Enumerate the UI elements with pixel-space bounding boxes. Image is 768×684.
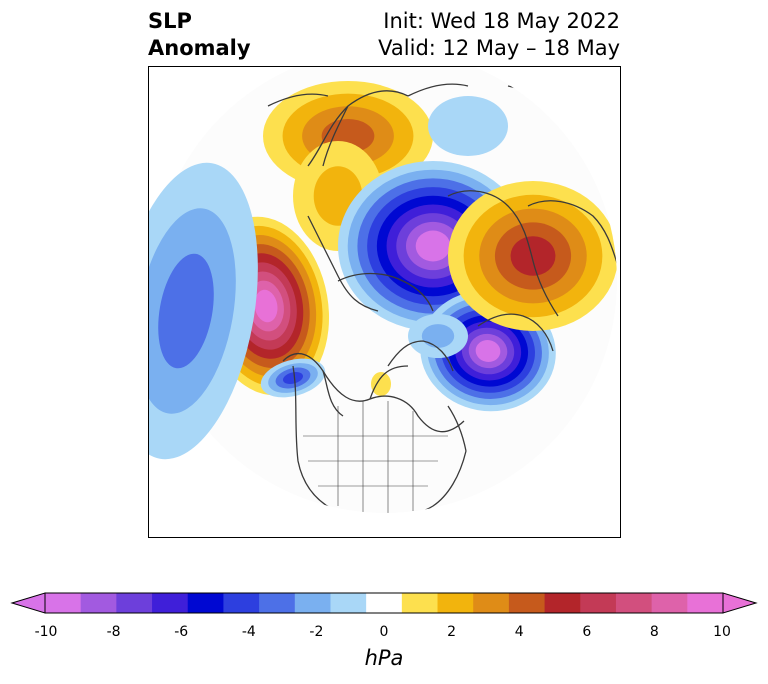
colorbar-segment <box>330 593 367 613</box>
colorbar-tick-label: -2 <box>309 624 324 640</box>
colorbar-segment <box>544 593 581 613</box>
colorbar-units: hPa <box>364 646 404 670</box>
colorbar-segment <box>223 593 260 613</box>
coastline <box>337 272 434 312</box>
contour-band <box>475 340 501 362</box>
colorbar-min-extension <box>10 592 46 614</box>
colorbar-segment <box>651 593 688 613</box>
coastline <box>477 313 554 352</box>
coastline <box>447 405 467 452</box>
contour-band <box>421 324 455 348</box>
colorbar-segment <box>366 593 403 613</box>
colorbar-tick-label: -10 <box>34 624 58 640</box>
contour-band <box>254 289 278 323</box>
coastline <box>292 365 467 513</box>
contour-band <box>415 230 451 262</box>
colorbar <box>10 592 758 614</box>
colorbar-tick-label: 4 <box>514 624 524 640</box>
title-line-1: SLP <box>148 9 192 33</box>
coastline <box>282 352 465 433</box>
anomaly-greenland-low <box>408 314 468 358</box>
colorbar-segment <box>580 593 617 613</box>
colorbar-tick-label: -6 <box>174 624 189 640</box>
coastline <box>307 215 379 312</box>
coastline <box>322 365 409 417</box>
title-line-2: Anomaly <box>148 36 251 60</box>
colorbar-max-extension <box>722 592 758 614</box>
colorbar-segment <box>294 593 332 613</box>
coastline <box>527 200 617 267</box>
map-title: SLP Anomaly <box>148 8 251 62</box>
colorbar-segment <box>187 593 225 613</box>
colorbar-segment <box>508 593 546 613</box>
contour-band <box>510 236 556 276</box>
anomaly-great-lakes-high <box>371 372 391 396</box>
colorbar-segment <box>45 593 82 613</box>
colorbar-segment <box>116 593 153 613</box>
anomaly-west-pacific-low <box>148 162 258 460</box>
init-label: Init: Wed 18 May 2022 <box>383 9 620 33</box>
colorbar-tick-label: 10 <box>713 624 731 640</box>
coastline <box>447 190 559 317</box>
map-frame <box>148 66 621 538</box>
colorbar-tick-label: 0 <box>379 624 389 640</box>
colorbar-segment <box>259 593 296 613</box>
colorbar-segment <box>473 593 510 613</box>
coastline <box>387 340 454 372</box>
colorbar-tick-label: 8 <box>649 624 659 640</box>
anomaly-pacific-northwest-low <box>260 358 326 398</box>
colorbar-segment <box>152 593 189 613</box>
colorbar-segment <box>437 593 474 613</box>
contour-band <box>428 96 508 156</box>
anomaly-siberia-low <box>428 96 508 156</box>
colorbar-tick-label: -8 <box>106 624 121 640</box>
anomaly-europe-high <box>448 181 617 331</box>
coastline <box>267 83 469 107</box>
contour-band <box>371 372 391 396</box>
colorbar-tick-label: -4 <box>241 624 256 640</box>
state-borders <box>303 401 448 513</box>
valid-label: Valid: 12 May – 18 May <box>378 36 620 60</box>
colorbar-segment <box>80 593 117 613</box>
colorbar-tick-label: 6 <box>582 624 592 640</box>
colorbar-segment <box>687 593 724 613</box>
time-info: Init: Wed 18 May 2022 Valid: 12 May – 18… <box>378 8 620 62</box>
colorbar-segment <box>401 593 439 613</box>
colorbar-segment <box>615 593 653 613</box>
polar-map <box>148 66 621 538</box>
colorbar-tick-label: 2 <box>447 624 457 640</box>
contour-band <box>283 371 303 385</box>
contour-band <box>158 253 214 369</box>
coastline <box>307 90 409 167</box>
colorbar-frame <box>44 592 724 614</box>
